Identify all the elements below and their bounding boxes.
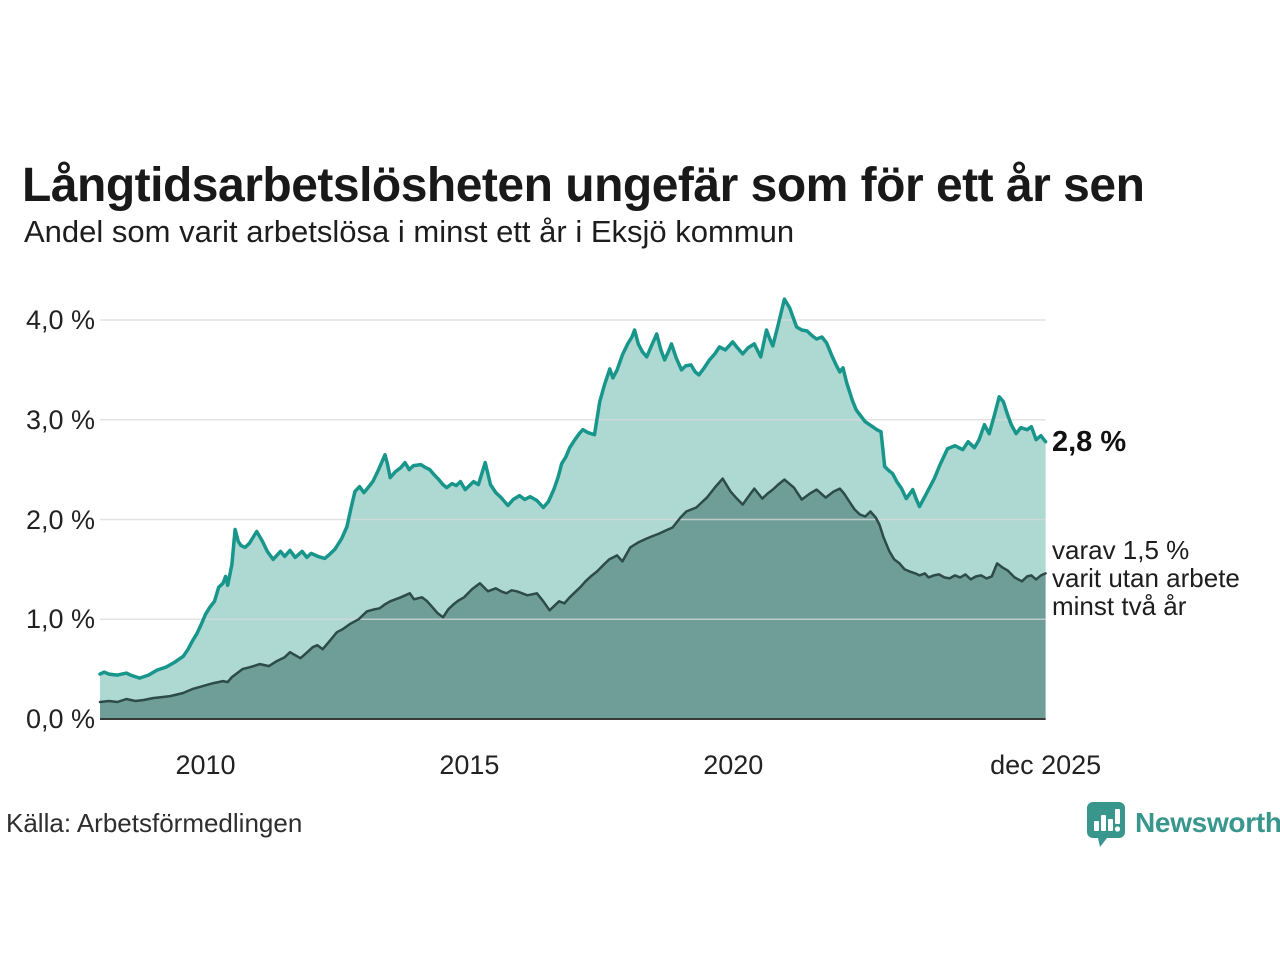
y-axis-tick-label: 2,0 % bbox=[25, 504, 95, 535]
newsworthy-logo-text: Newsworthy bbox=[1135, 807, 1280, 838]
y-axis-tick-label: 0,0 % bbox=[25, 704, 95, 734]
newsworthy-logo: Newsworthy bbox=[1086, 801, 1280, 851]
x-axis-tick-label: dec 2025 bbox=[990, 750, 1102, 780]
line-series-0 bbox=[98, 297, 1048, 680]
two-year-annotation: varav 1,5 % varit utan arbete minst två … bbox=[1052, 536, 1240, 620]
y-axis-tick-label: 3,0 % bbox=[25, 404, 95, 435]
area-fill-series-1 bbox=[100, 478, 1046, 719]
two-year-annotation-line-2: varit utan arbete bbox=[1052, 563, 1240, 593]
two-year-annotation-line-1: varav 1,5 % bbox=[1052, 535, 1190, 565]
y-axis-tick-label: 4,0 % bbox=[25, 305, 95, 335]
y-axis-tick-label: 1,0 % bbox=[25, 604, 95, 635]
x-axis-tick-label: 2015 bbox=[439, 750, 500, 780]
newsworthy-speech-bubble-icon bbox=[1087, 802, 1125, 847]
line-series-1 bbox=[98, 477, 1047, 704]
page-subtitle: Andel som varit arbetslösa i minst ett å… bbox=[24, 214, 795, 249]
latest-value-label: 2,8 % bbox=[1052, 426, 1127, 458]
two-year-annotation-line-3: minst två år bbox=[1052, 591, 1187, 621]
source-attribution: Källa: Arbetsförmedlingen bbox=[6, 808, 303, 838]
x-axis-tick-label: 2010 bbox=[175, 750, 236, 780]
x-axis-tick-label: 2020 bbox=[703, 750, 764, 780]
page-title: Långtidsarbetslösheten ungefär som för e… bbox=[22, 159, 1145, 213]
